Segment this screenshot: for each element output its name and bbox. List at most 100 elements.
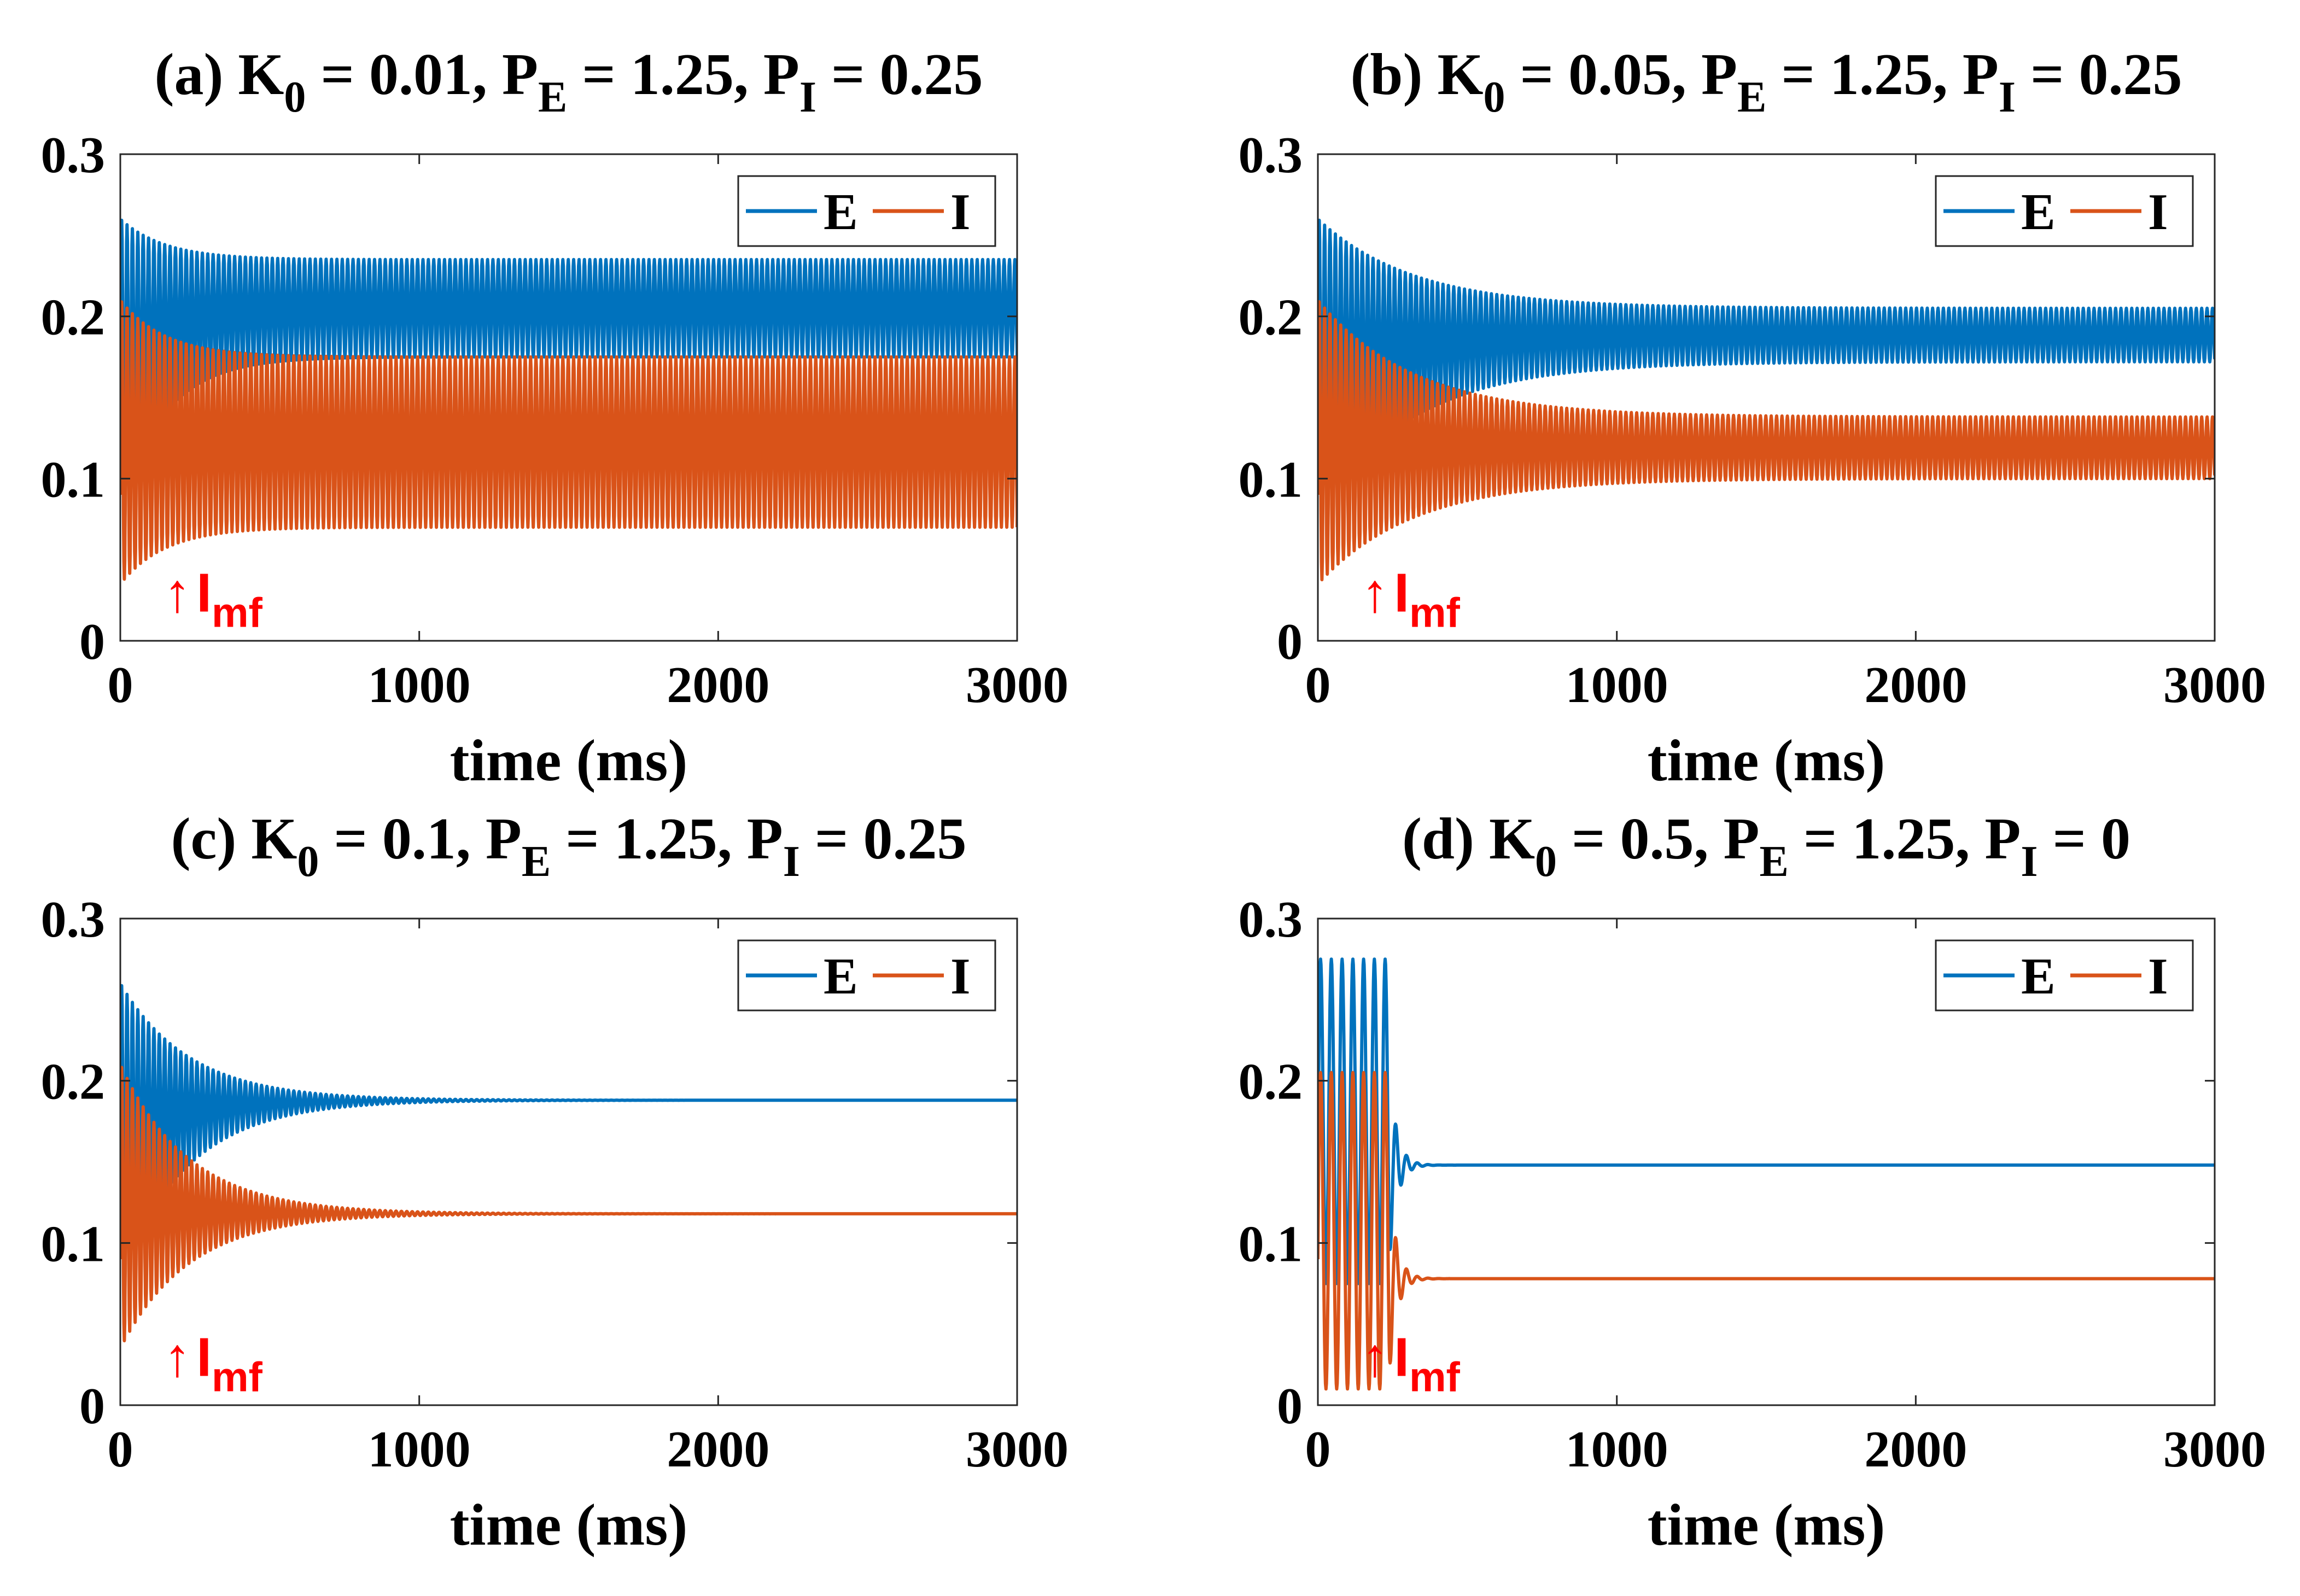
x-tick-label-b-0: 0: [1305, 657, 1331, 714]
annotation-imf-a: ↑ Imf: [164, 562, 262, 636]
series-line-e-b: [1318, 218, 2215, 507]
title-pe-value-c: = 1.25, P: [551, 806, 783, 872]
annotation-arrow-c: ↑: [164, 1326, 191, 1388]
annotation-imf-c: ↑ Imf: [164, 1326, 262, 1400]
title-k-sub-b: 0: [1483, 73, 1505, 121]
x-tick-label-a-1: 1000: [368, 657, 471, 714]
title-pi-value-d: = 0: [2038, 806, 2130, 872]
y-tick-label-b-0: 0: [1277, 613, 1303, 670]
y-tick-label-b-2: 0.2: [1239, 289, 1303, 346]
title-pi-value-c: = 0.25: [800, 806, 967, 872]
annotation-imf-d: ↑ Imf: [1361, 1326, 1460, 1400]
y-tick-label-a-1: 0.1: [41, 451, 106, 508]
title-k-sub-c: 0: [297, 838, 319, 886]
x-axis-label-d: time (ms): [1648, 1493, 1885, 1558]
x-tick-label-b-3: 3000: [2163, 657, 2266, 714]
legend-label-e-b: E: [2021, 184, 2056, 241]
x-tick-label-d-2: 2000: [1864, 1421, 1967, 1478]
legend-label-i-a: I: [950, 184, 971, 241]
title-pe-value-d: = 1.25, P: [1789, 806, 2021, 872]
x-tick-label-a-3: 3000: [966, 657, 1069, 714]
legend-label-i-d: I: [2148, 948, 2168, 1005]
x-axis-label-b: time (ms): [1648, 728, 1885, 793]
title-pe-sub-c: E: [522, 838, 551, 886]
y-tick-label-a-3: 0.3: [41, 127, 106, 184]
title-pe-value-a: = 1.25, P: [567, 42, 799, 107]
legend-label-e-d: E: [2021, 948, 2056, 1005]
chart-title-d: (d) K0 = 0.5, PE = 1.25, PI = 0: [1402, 806, 2130, 886]
x-tick-label-d-3: 3000: [2163, 1421, 2266, 1478]
annotation-arrow-b: ↑: [1361, 562, 1388, 623]
x-tick-label-a-2: 2000: [667, 657, 769, 714]
title-label-c: (c) K: [171, 806, 297, 872]
y-tick-label-b-3: 0.3: [1239, 127, 1303, 184]
title-pe-sub-b: E: [1737, 73, 1766, 121]
title-k-value-b: = 0.05, P: [1505, 42, 1737, 107]
title-pi-value-b: = 0.25: [2016, 42, 2182, 107]
title-pi-sub-c: I: [783, 838, 800, 886]
title-label-d: (d) K: [1402, 806, 1535, 872]
x-tick-label-c-1: 1000: [368, 1421, 471, 1478]
title-k-value-c: = 0.1, P: [319, 806, 522, 872]
y-tick-label-c-0: 0: [79, 1378, 105, 1435]
title-label-b: (b) K: [1350, 42, 1483, 107]
axes-box-c: [119, 917, 1018, 1406]
series-line-e-c: [120, 984, 1017, 1267]
title-pe-sub-d: E: [1759, 838, 1788, 886]
y-tick-label-b-1: 0.1: [1239, 451, 1303, 508]
legend-label-e-c: E: [824, 948, 858, 1005]
axes-box-a: [119, 153, 1018, 642]
series-group-b: [1318, 218, 2215, 582]
legend-label-e-a: E: [824, 184, 858, 241]
annotation-text-c: I: [196, 1326, 212, 1388]
chart-title-b: (b) K0 = 0.05, PE = 1.25, PI = 0.25: [1350, 42, 2182, 121]
series-line-i-a: [120, 300, 1017, 581]
title-pi-sub-d: I: [2021, 838, 2038, 886]
x-tick-label-b-1: 1000: [1566, 657, 1668, 714]
y-tick-label-c-2: 0.2: [41, 1054, 106, 1110]
annotation-sub-d: mf: [1409, 1354, 1461, 1400]
x-axis-label-c: time (ms): [450, 1493, 688, 1558]
legend-label-i-c: I: [950, 948, 971, 1005]
legend-box-d: [1935, 939, 2194, 1012]
x-tick-label-b-2: 2000: [1864, 657, 1967, 714]
annotation-sub-a: mf: [212, 589, 263, 636]
y-tick-label-c-1: 0.1: [41, 1215, 106, 1272]
series-line-i-c: [120, 1066, 1017, 1343]
y-tick-label-a-2: 0.2: [41, 289, 106, 346]
annotation-arrow-a: ↑: [164, 562, 191, 623]
axes-box-d: [1317, 917, 2216, 1406]
title-pi-value-a: = 0.25: [816, 42, 983, 107]
y-tick-label-d-0: 0: [1277, 1378, 1303, 1435]
title-label-a: (a) K: [154, 42, 284, 107]
x-tick-label-c-3: 3000: [966, 1421, 1069, 1478]
title-k-sub-a: 0: [284, 73, 306, 121]
x-tick-label-d-1: 1000: [1566, 1421, 1668, 1478]
x-tick-label-c-0: 0: [108, 1421, 133, 1478]
title-k-sub-d: 0: [1535, 838, 1557, 886]
annotation-text-a: I: [196, 562, 212, 623]
series-line-e-a: [120, 218, 1017, 500]
annotation-sub-c: mf: [212, 1354, 263, 1400]
x-tick-label-c-2: 2000: [667, 1421, 769, 1478]
legend-label-i-b: I: [2148, 184, 2168, 241]
annotation-arrow-d: ↑: [1361, 1326, 1388, 1388]
series-group-c: [120, 984, 1017, 1343]
series-line-i-b: [1318, 300, 2215, 582]
title-k-value-d: = 0.5, P: [1557, 806, 1760, 872]
chart-title-c: (c) K0 = 0.1, PE = 1.25, PI = 0.25: [171, 806, 967, 886]
annotation-text-b: I: [1394, 562, 1409, 623]
series-group-d: [1318, 957, 2215, 1391]
series-line-e-d: [1318, 957, 2215, 1285]
annotation-sub-b: mf: [1409, 589, 1461, 636]
y-tick-label-d-2: 0.2: [1239, 1054, 1303, 1110]
title-pe-sub-a: E: [538, 73, 567, 121]
